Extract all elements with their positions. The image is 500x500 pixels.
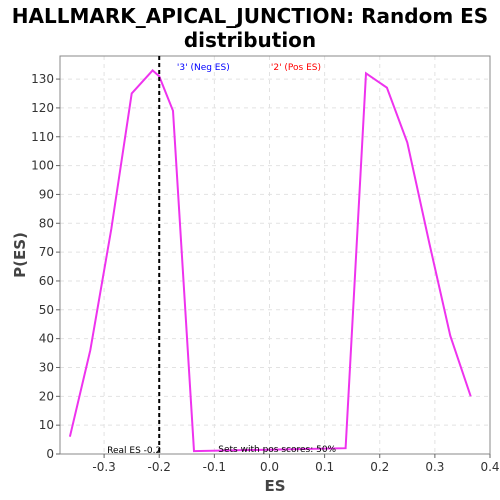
pos-es-label: '2' (Pos ES) bbox=[271, 63, 321, 73]
x-tick-label: -0.3 bbox=[92, 460, 115, 474]
series-line-0 bbox=[68, 68, 472, 453]
x-tick-label: 0.4 bbox=[480, 460, 499, 474]
y-tick-label: 20 bbox=[39, 389, 54, 403]
y-tick-label: 10 bbox=[39, 418, 54, 432]
y-tick-label: 30 bbox=[39, 360, 54, 374]
x-axis-label: ES bbox=[264, 477, 285, 495]
plot-frame bbox=[59, 55, 491, 455]
x-tick-label: 0.3 bbox=[425, 460, 444, 474]
y-tick-label: 60 bbox=[39, 274, 54, 288]
y-tick-label: 100 bbox=[31, 159, 54, 173]
y-tick-label: 130 bbox=[31, 72, 54, 86]
y-tick-label: 40 bbox=[39, 332, 54, 346]
chart-title-line-1: HALLMARK_APICAL_JUNCTION: Random ES bbox=[11, 4, 489, 28]
x-tick-label: 0.1 bbox=[315, 460, 334, 474]
y-tick-label: 90 bbox=[39, 187, 54, 201]
pos-scores-label: Sets with pos scores: 50% bbox=[218, 445, 336, 455]
y-tick-label: 50 bbox=[39, 303, 54, 317]
y-tick-label: 70 bbox=[39, 245, 54, 259]
y-tick-label: 80 bbox=[39, 216, 54, 230]
y-tick-label: 0 bbox=[46, 447, 54, 461]
y-tick-label: 110 bbox=[31, 130, 54, 144]
chart-title-line-2: distribution bbox=[183, 28, 317, 52]
plot-area bbox=[60, 56, 490, 454]
x-tick-label: -0.2 bbox=[148, 460, 171, 474]
real-es-label: Real ES -0.2 bbox=[107, 446, 161, 456]
neg-es-label: '3' (Neg ES) bbox=[177, 63, 230, 73]
x-tick-label: -0.1 bbox=[203, 460, 226, 474]
y-tick-label: 120 bbox=[31, 101, 54, 115]
x-tick-label: 0.0 bbox=[260, 460, 279, 474]
y-axis-label: P(ES) bbox=[11, 232, 29, 278]
x-tick-label: 0.2 bbox=[370, 460, 389, 474]
